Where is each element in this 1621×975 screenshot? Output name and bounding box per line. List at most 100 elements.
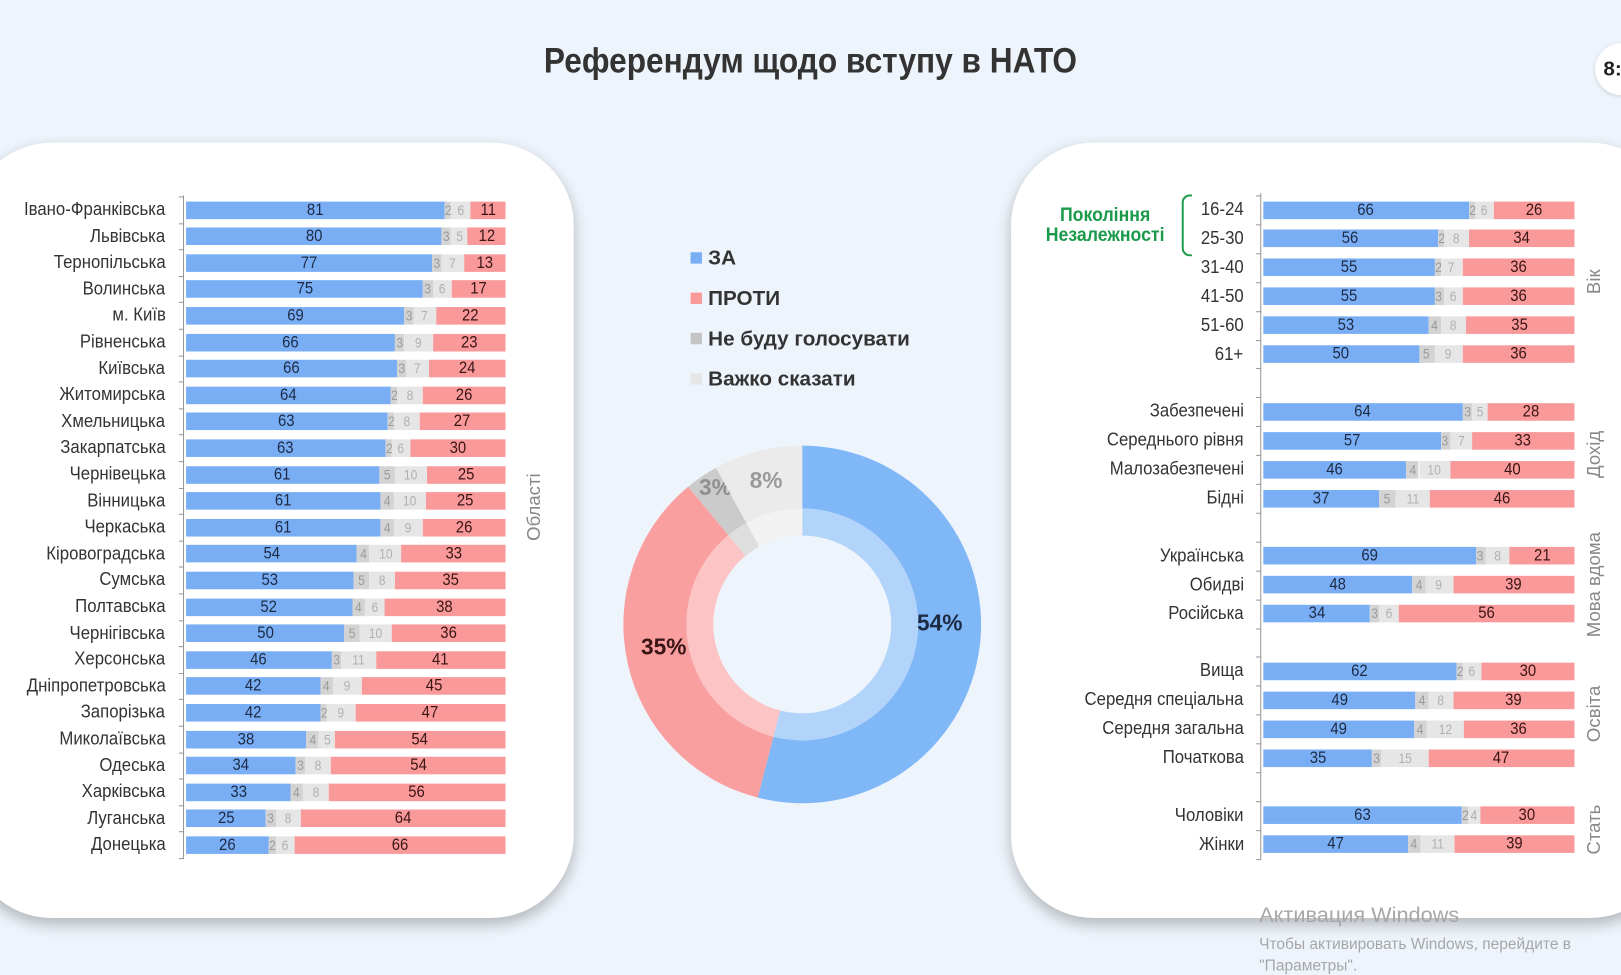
bar-segment-not-voting: 3 [394,333,405,351]
bar-segment-proty: 26 [422,386,506,404]
bar-segment-not-voting: 4 [352,598,365,616]
y-axis-tick [178,619,185,621]
row-label: Одеська [99,754,166,775]
y-axis-tick [178,461,185,463]
slide-title: Референдум щодо вступу в НАТО [543,41,1078,81]
bar-segment-proty: 56 [328,783,506,801]
bar-segment-not-voting: 4 [320,677,334,696]
y-axis-tick [178,672,185,674]
bar-value-label: 5 [1476,404,1483,420]
bar-segment-za: 64 [1263,402,1463,421]
row-label: 31-40 [1200,256,1244,277]
bar-value-label: 30 [1519,806,1536,825]
y-axis-tick [178,752,185,754]
row-label: Львівська [90,224,166,246]
bar-segment-not-voting: 2 [1437,229,1445,248]
bar-value-label: 5 [323,731,331,747]
bar-segment-hard-to-say: 5 [318,730,335,748]
bar-segment-not-voting: 2 [1461,806,1468,825]
row-label: 61+ [1215,342,1244,364]
y-axis-tick [1256,454,1262,457]
bar-value-label: 4 [359,546,367,562]
group-label: Вік [1583,269,1604,294]
bar-segment-hard-to-say: 11 [341,650,376,669]
bar-value-label: 24 [458,359,476,378]
bar-value-label: 4 [1415,577,1423,593]
bar-value-label: 36 [1510,287,1527,306]
bar-segment-za: 34 [1263,604,1371,623]
bar-segment-hard-to-say: 7 [413,306,436,325]
y-axis-tick [178,699,185,701]
y-axis-tick [178,831,185,833]
bar-value-label: 39 [1505,691,1523,709]
legend-item-za: ЗА [690,247,736,271]
bar-segment-za: 63 [186,439,386,457]
legend-item-proty: ПРОТИ [690,287,780,311]
y-axis-tick [178,540,185,542]
bar-value-label: 30 [1519,662,1537,681]
row-label: 51-60 [1200,313,1244,335]
bar-segment-proty: 39 [1453,691,1575,709]
bar-segment-hard-to-say: 10 [360,624,392,643]
donut-slice-hard-to-say [716,445,803,523]
bar-value-label: 56 [408,783,426,801]
y-axis-tick [1256,195,1262,197]
y-axis-tick [178,513,185,516]
bar-segment-hard-to-say: 9 [393,518,423,537]
bar-value-label: 55 [1340,287,1358,306]
bar-segment-proty: 35 [1465,316,1575,335]
y-axis-tick [1256,512,1262,514]
row-label: Черкаська [84,516,166,537]
bar-segment-za: 77 [186,253,433,272]
bar-segment-hard-to-say: 8 [1428,691,1454,709]
bar-segment-not-voting: 3 [396,359,407,378]
bar-value-label: 10 [378,546,393,562]
bar-segment-hard-to-say: 5 [451,227,468,246]
row-label: Чернігівська [69,621,166,643]
bar-segment-za: 55 [1263,287,1435,306]
bar-value-label: 36 [1510,345,1527,363]
bar-segment-za: 62 [1263,662,1457,681]
bar-value-label: 37 [1313,489,1330,508]
bar-segment-proty: 36 [1462,345,1575,363]
y-axis-tick [178,222,185,224]
bar-value-label: 30 [449,439,467,457]
y-axis-tick [1256,339,1262,341]
row-label: Малозабезпечені [1109,458,1244,479]
bar-segment-za: 54 [186,545,357,563]
bar-segment-proty: 36 [1462,287,1575,306]
row-label: Луганська [87,807,166,828]
bar-value-label: 61 [275,492,292,510]
bar-value-label: 66 [1357,201,1375,219]
row-label: Середня спеціальна [1084,688,1244,710]
donut-data-label: 54% [917,610,963,636]
y-axis-tick [1256,541,1262,543]
bar-value-label: 2 [445,202,452,218]
row-label: Тернопільська [53,251,166,273]
y-axis-tick [178,275,185,277]
y-axis-tick [1256,714,1262,716]
row-label: Волинська [82,277,166,299]
bar-value-label: 33 [229,783,247,801]
bar-segment-not-voting: 3 [423,280,433,299]
bar-value-label: 42 [244,677,262,696]
bar-value-label: 40 [1503,460,1521,479]
y-axis-tick [1256,253,1262,255]
y-axis-tick [1256,570,1262,572]
bar-value-label: 3 [1435,288,1443,305]
bar-value-label: 3 [424,281,432,298]
bar-value-label: 4 [383,493,391,509]
bar-segment-proty: 23 [432,333,506,351]
bar-value-label: 4 [1410,836,1418,853]
bar-segment-hard-to-say: 6 [451,201,471,219]
bar-value-label: 8 [378,572,386,589]
y-axis [1260,193,1262,859]
bar-value-label: 64 [280,386,297,404]
bar-value-label: 4 [1409,461,1417,478]
bar-value-label: 3 [398,360,406,377]
bar-value-label: 3 [396,334,403,350]
bar-segment-proty: 36 [391,624,506,643]
bar-segment-not-voting: 4 [1414,720,1427,738]
y-axis-tick [178,858,185,860]
bar-value-label: 34 [232,756,250,775]
